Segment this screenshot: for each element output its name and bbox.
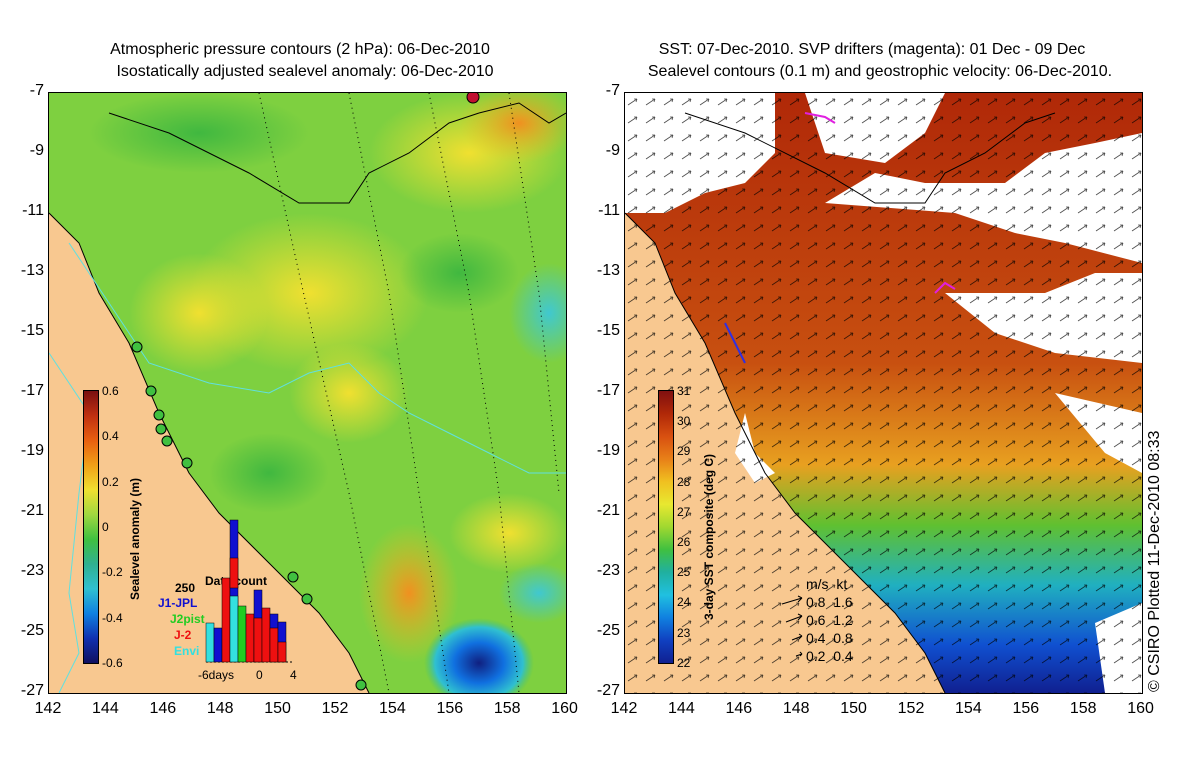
right-ytick: -11 — [598, 202, 620, 219]
left-ytick: -19 — [20, 442, 44, 459]
left-xtick: 150 — [264, 700, 291, 717]
right-ytick: -13 — [596, 262, 620, 279]
right-title-line2: Sealevel contours (0.1 m) and geostrophi… — [647, 63, 1113, 80]
sealevel-colorbar-tick: 0.4 — [102, 429, 119, 444]
sst-colorbar — [658, 390, 674, 664]
sat-legend-1: J2pist — [170, 612, 205, 626]
sst-colorbar-tick: 24 — [677, 595, 691, 610]
left-map — [48, 92, 567, 694]
right-ytick: -23 — [596, 562, 620, 579]
sst-colorbar-label: 3-day SST composite (deg C) — [702, 453, 716, 620]
left-xtick: 156 — [436, 700, 464, 717]
right-xtick: 148 — [782, 700, 810, 717]
left-ytick: -9 — [29, 142, 44, 159]
right-xtick: 160 — [1127, 700, 1154, 717]
left-xtick: 144 — [92, 700, 119, 717]
datacount-xtick-2: 4 — [290, 668, 297, 682]
right-xtick: 152 — [897, 700, 925, 717]
left-xtick: 142 — [34, 700, 62, 717]
sealevel-anomaly-map — [49, 93, 566, 693]
left-ytick: -15 — [20, 322, 44, 339]
speed-header: m/s kt — [806, 576, 848, 592]
speed-row-1: 0.6 1.2 — [806, 612, 853, 628]
sealevel-colorbar-tick: -0.2 — [102, 565, 123, 580]
datacount-xtick-0: -6days — [198, 668, 235, 682]
left-ytick: -7 — [29, 82, 44, 99]
left-ytick: -13 — [20, 262, 44, 279]
left-xtick: 158 — [493, 700, 521, 717]
right-ytick: -15 — [596, 322, 620, 339]
sealevel-colorbar-label: Sealevel anomaly (m) — [128, 477, 142, 600]
sat-legend-2: J-2 — [174, 628, 192, 642]
right-ytick: -19 — [596, 442, 620, 459]
left-xtick: 146 — [149, 700, 177, 717]
right-ytick: -9 — [605, 142, 620, 159]
speed-row-2: 0.4 0.8 — [806, 630, 853, 646]
sealevel-colorbar-tick: -0.6 — [102, 655, 123, 670]
left-xtick: 154 — [379, 700, 406, 717]
left-title-line1: Atmospheric pressure contours (2 hPa): 0… — [110, 41, 490, 58]
left-ytick: -11 — [22, 202, 44, 219]
sat-legend-3: Envi — [174, 644, 200, 658]
right-ytick: -27 — [596, 682, 620, 699]
right-xtick: 146 — [725, 700, 753, 717]
sst-colorbar-tick: 27 — [677, 504, 691, 519]
datacount-xtick-1: 0 — [256, 668, 263, 682]
datacount-bars — [205, 519, 294, 663]
right-ytick: -21 — [596, 502, 620, 519]
right-xtick: 150 — [840, 700, 867, 717]
right-xtick: 156 — [1012, 700, 1040, 717]
left-ytick: -27 — [20, 682, 44, 699]
sat-legend-0: J1-JPL — [158, 596, 198, 610]
sealevel-colorbar — [83, 390, 99, 664]
right-ytick: -17 — [596, 382, 620, 399]
datacount-max: 250 — [175, 581, 196, 595]
right-xtick: 154 — [955, 700, 982, 717]
sst-colorbar-tick: 23 — [677, 625, 691, 640]
sst-colorbar-tick: 28 — [677, 474, 691, 489]
left-xtick: 160 — [551, 700, 578, 717]
sealevel-colorbar-tick: 0.2 — [102, 474, 119, 489]
right-map — [624, 92, 1143, 694]
right-xtick: 144 — [668, 700, 695, 717]
left-ytick: -23 — [20, 562, 44, 579]
copyright-notice: © CSIRO Plotted 11-Dec-2010 08:33 — [1146, 430, 1163, 692]
sst-colorbar-tick: 22 — [677, 655, 691, 670]
right-xtick: 142 — [610, 700, 638, 717]
speed-arrows — [781, 595, 803, 657]
sst-colorbar-tick: 31 — [677, 384, 691, 398]
sst-colorbar-tick: 25 — [677, 565, 691, 580]
right-xtick: 158 — [1069, 700, 1097, 717]
sst-colorbar-tick: 26 — [677, 535, 691, 549]
sst-colorbar-tick: 29 — [677, 444, 691, 459]
right-title-line1: SST: 07-Dec-2010. SVP drifters (magenta)… — [658, 41, 1086, 58]
left-ytick: -21 — [20, 502, 44, 519]
speed-row-0: 0.8 1.6 — [806, 594, 853, 610]
left-ytick: -17 — [20, 382, 44, 399]
speed-row-3: 0.2 0.4 — [806, 648, 853, 664]
sealevel-colorbar-tick: 0 — [102, 519, 109, 534]
left-title-line2: Isostatically adjusted sealevel anomaly:… — [116, 63, 494, 80]
sst-map — [625, 93, 1142, 693]
right-ytick: -7 — [605, 82, 620, 99]
sst-colorbar-tick: 30 — [677, 414, 691, 429]
left-ytick: -25 — [20, 622, 44, 639]
sealevel-colorbar-tick: -0.4 — [102, 610, 123, 625]
sealevel-colorbar-tick: 0.6 — [102, 384, 119, 398]
right-ytick: -25 — [596, 622, 620, 639]
left-xtick: 152 — [321, 700, 349, 717]
left-xtick: 148 — [206, 700, 234, 717]
